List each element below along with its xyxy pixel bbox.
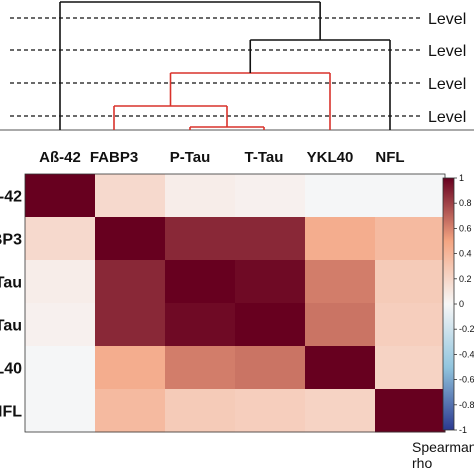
heatmap-cell <box>375 346 446 390</box>
dendrogram-link <box>59 1 321 130</box>
heatmap-cell <box>25 174 96 218</box>
heatmap-cell <box>165 174 236 218</box>
level-label: Level <box>428 43 466 60</box>
heatmap-cell <box>95 389 166 433</box>
row-label: L40 <box>0 361 22 378</box>
heatmap-cell <box>165 260 236 304</box>
leaf-label: Aß-42 <box>39 149 81 166</box>
colorbar-tick: 0.4 <box>459 249 472 259</box>
level-label: Level <box>428 11 466 28</box>
heatmap-cell <box>375 260 446 304</box>
heatmap-cell <box>305 389 376 433</box>
colorbar-tick: -1 <box>459 425 467 435</box>
heatmap-cell <box>95 217 166 261</box>
row-label: -42 <box>0 189 22 206</box>
colorbar-gradient <box>442 177 455 431</box>
heatmap-cell <box>305 303 376 347</box>
heatmap-cell <box>165 389 236 433</box>
dendrogram: Aß-42 FABP3 P-Tau T-Tau YKL40 NFL Level Level Le… <box>0 1 474 166</box>
heatmap-cell <box>235 260 306 304</box>
heatmap-cell <box>375 389 446 433</box>
colorbar-label: Spearman <box>412 439 474 455</box>
heatmap-cell <box>235 303 306 347</box>
heatmap-cell <box>95 260 166 304</box>
leaf-label: YKL40 <box>307 149 354 166</box>
heatmap-cell <box>375 303 446 347</box>
heatmap-cell <box>25 260 96 304</box>
leaf-label: NFL <box>375 149 404 166</box>
colorbar-tick: -0.2 <box>459 324 474 334</box>
colorbar-tick: 1 <box>459 173 464 183</box>
heatmap-cell <box>165 303 236 347</box>
leaf-label: T-Tau <box>245 149 284 166</box>
heatmap-cell <box>235 174 306 218</box>
heatmap-cell <box>235 389 306 433</box>
row-label: Tau <box>0 275 22 292</box>
colorbar: 1 0.8 0.6 0.4 0.2 0 -0.2 -0.4 -0.6 -0.8 -1 Spearman… <box>412 173 474 471</box>
heatmap-cell <box>95 174 166 218</box>
row-label: BP3 <box>0 232 22 249</box>
heatmap-cell <box>305 174 376 218</box>
heatmap-cell <box>375 174 446 218</box>
leaf-label: P-Tau <box>170 149 211 166</box>
colorbar-tick: 0.2 <box>459 274 472 284</box>
row-label: NFL <box>0 404 22 421</box>
colorbar-tick: -0.8 <box>459 400 474 410</box>
heatmap-cell <box>305 346 376 390</box>
heatmap-cell <box>235 217 306 261</box>
heatmap-cell <box>95 346 166 390</box>
colorbar-tick: 0 <box>459 299 464 309</box>
colorbar-tick: -0.6 <box>459 375 474 385</box>
heatmap-cell <box>25 303 96 347</box>
row-label: Tau <box>0 318 22 335</box>
heatmap-cell <box>25 346 96 390</box>
colorbar-label: rho <box>412 455 432 471</box>
heatmap-cell <box>375 217 446 261</box>
correlation-heatmap: -42 BP3 Tau Tau L40 NFL <box>0 173 446 433</box>
level-label: Level <box>428 76 466 93</box>
heatmap-cell <box>305 260 376 304</box>
level-label: Level <box>428 109 466 126</box>
colorbar-tick: 0.8 <box>459 198 472 208</box>
heatmap-cell <box>165 217 236 261</box>
leaf-label: FABP3 <box>90 149 138 166</box>
heatmap-cell <box>235 346 306 390</box>
heatmap-cell <box>165 346 236 390</box>
heatmap-cell <box>25 217 96 261</box>
colorbar-tick: 0.6 <box>459 223 472 233</box>
heatmap-cell <box>25 389 96 433</box>
heatmap-cell <box>305 217 376 261</box>
colorbar-tick: -0.4 <box>459 349 474 359</box>
dendrogram-link <box>169 72 331 130</box>
heatmap-cell <box>95 303 166 347</box>
